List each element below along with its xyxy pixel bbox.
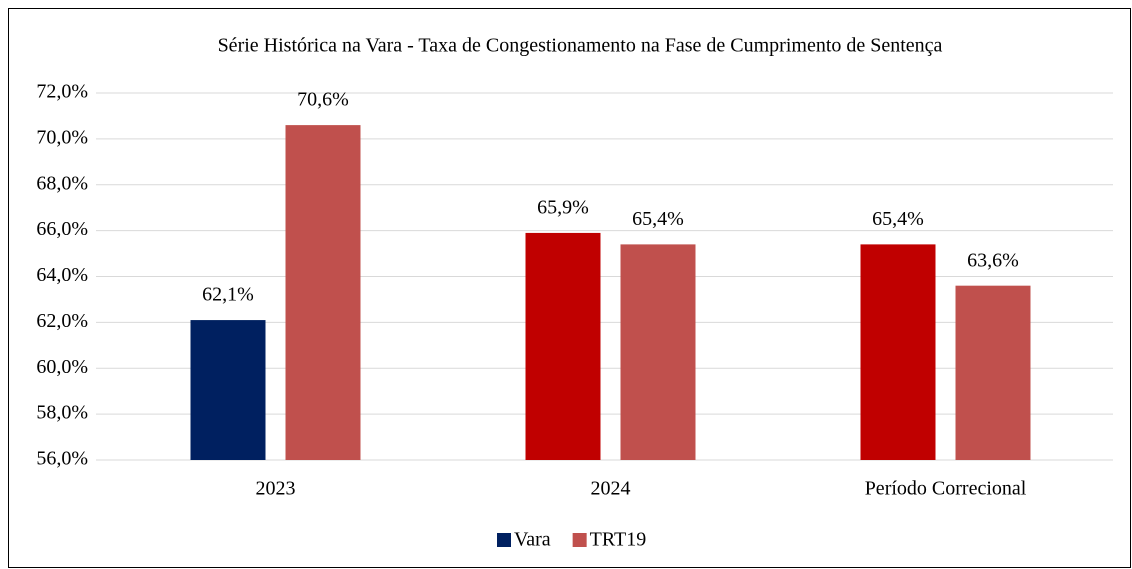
- bar: [525, 232, 601, 460]
- y-tick-label: 60,0%: [36, 356, 88, 378]
- x-tick-label: 2024: [591, 478, 631, 500]
- legend-swatch: [497, 533, 511, 547]
- x-tick-label: Período Correcional: [865, 478, 1027, 500]
- y-tick-label: 68,0%: [36, 172, 88, 194]
- legend-label: Vara: [514, 529, 551, 551]
- y-tick-label: 66,0%: [36, 218, 88, 240]
- y-tick-label: 62,0%: [36, 310, 88, 332]
- x-tick-label: 2023: [256, 478, 296, 500]
- data-label: 63,6%: [967, 249, 1019, 271]
- bar: [955, 285, 1031, 460]
- y-tick-label: 70,0%: [36, 126, 88, 148]
- bar: [190, 320, 266, 460]
- chart-title: Série Histórica na Vara - Taxa de Conges…: [218, 35, 943, 57]
- y-tick-label: 56,0%: [36, 448, 88, 470]
- bar: [620, 244, 696, 460]
- bar: [285, 125, 361, 461]
- y-tick-label: 64,0%: [36, 264, 88, 286]
- data-label: 62,1%: [202, 284, 254, 306]
- y-tick-label: 58,0%: [36, 402, 88, 424]
- bar: [860, 244, 936, 460]
- legend-label: TRT19: [590, 529, 647, 551]
- y-tick-label: 72,0%: [36, 81, 88, 103]
- legend-swatch: [572, 533, 587, 547]
- data-label: 70,6%: [297, 89, 349, 111]
- data-label: 65,4%: [872, 208, 924, 230]
- data-label: 65,9%: [537, 197, 589, 219]
- data-label: 65,4%: [632, 208, 684, 230]
